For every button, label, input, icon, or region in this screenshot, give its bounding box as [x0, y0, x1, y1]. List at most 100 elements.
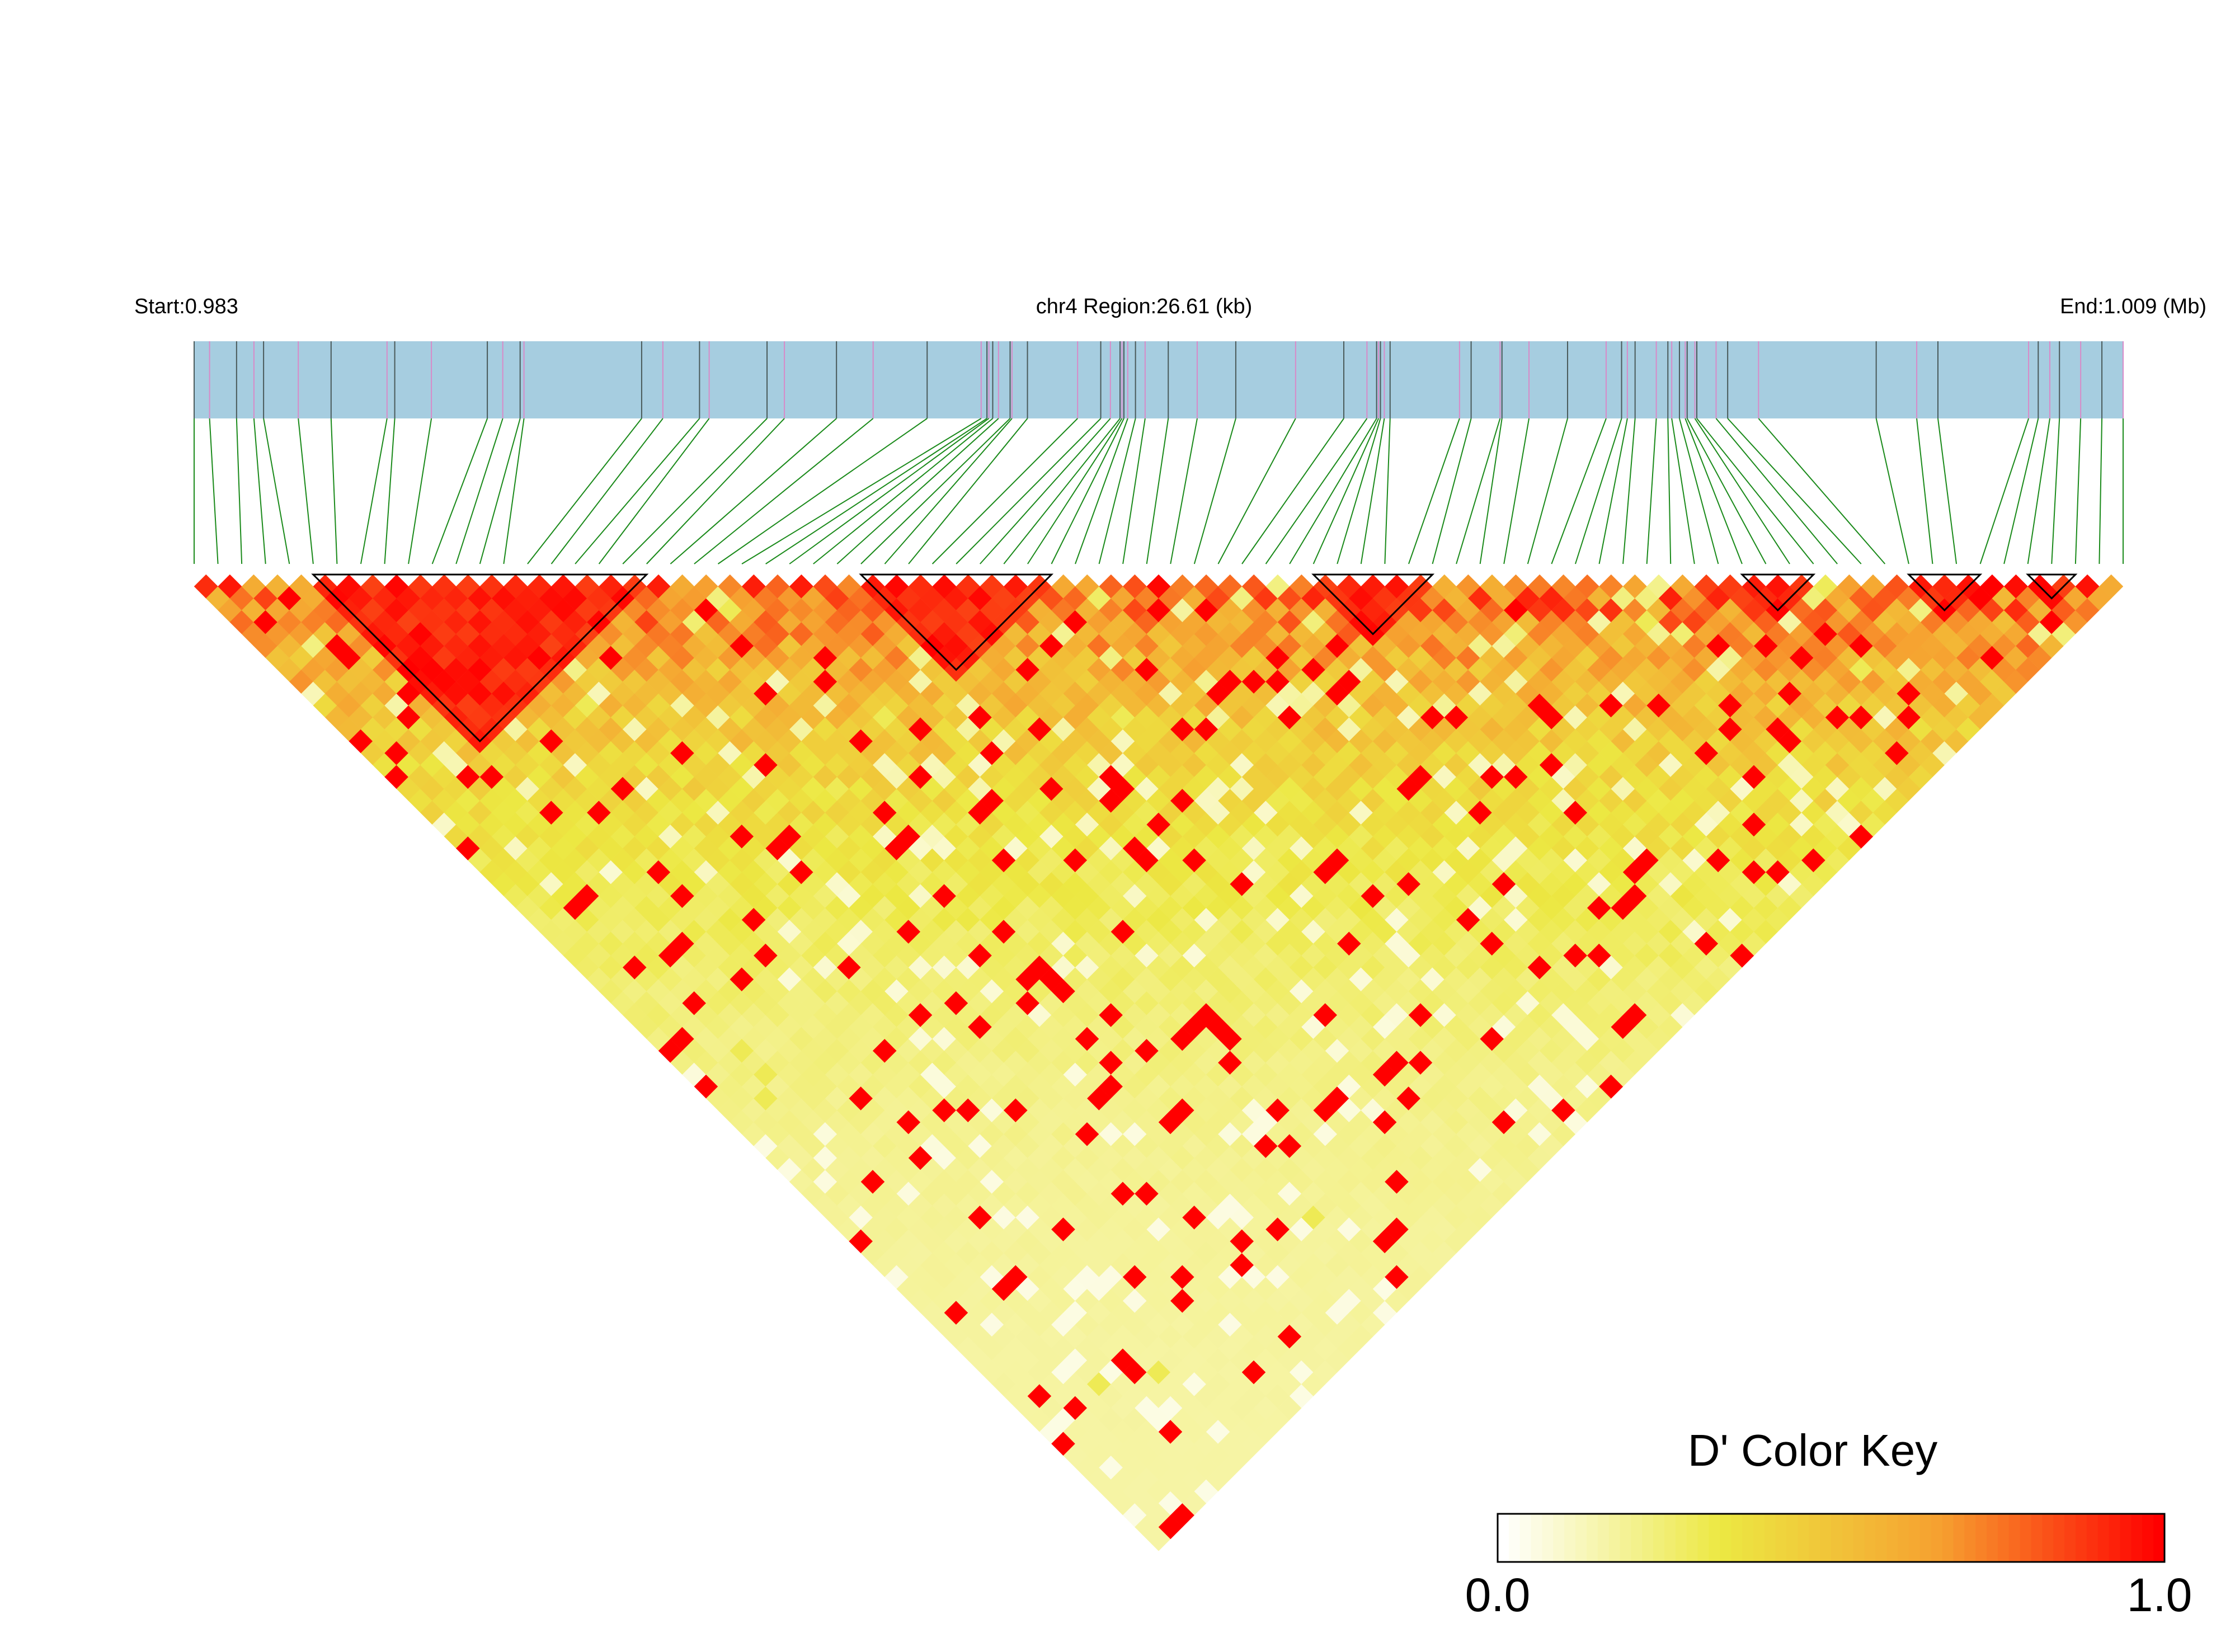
- color-key-swatch: [2097, 1514, 2110, 1562]
- ld-block-outline: [859, 573, 1054, 671]
- color-key-swatch: [1842, 1514, 1854, 1562]
- color-key-min-label: 0.0: [1465, 1569, 1531, 1621]
- snp-connector: [1456, 418, 1501, 564]
- color-key-swatch: [2086, 1514, 2098, 1562]
- snp-connector: [1122, 418, 1146, 564]
- color-key-swatch: [1975, 1514, 1987, 1562]
- snp-connector: [1360, 418, 1385, 564]
- color-key-swatch: [1597, 1514, 1610, 1562]
- snp-connector: [360, 418, 388, 564]
- ld-block-outline: [311, 573, 649, 743]
- snp-connector: [1289, 418, 1377, 564]
- snp-connector: [1027, 418, 1123, 564]
- snp-connector: [575, 418, 700, 564]
- color-key-swatch: [1875, 1514, 1887, 1562]
- snp-connector: [1715, 418, 1838, 564]
- snp-connector: [1671, 418, 1695, 564]
- snp-connector: [1075, 418, 1128, 564]
- snp-connector: [765, 418, 987, 564]
- color-key-swatch: [1631, 1514, 1643, 1562]
- ld-heatmap-cells: [194, 574, 2124, 1551]
- snp-connector: [979, 418, 1111, 564]
- snp-connector: [1694, 418, 1790, 564]
- ld-block-outlines: [311, 573, 2078, 743]
- snp-connector: [1685, 418, 1743, 564]
- region-size-label: chr4 Region:26.61 (kb): [1036, 295, 1253, 318]
- color-key-swatch: [1575, 1514, 1587, 1562]
- color-key-swatch: [2109, 1514, 2121, 1562]
- snp-connector: [479, 418, 521, 564]
- color-key-swatch: [2008, 1514, 2021, 1562]
- color-key-swatch: [2131, 1514, 2143, 1562]
- snp-connector: [527, 418, 642, 564]
- color-key-swatch: [2120, 1514, 2132, 1562]
- color-key-bar: [1497, 1513, 2166, 1563]
- snp-connector: [694, 418, 874, 564]
- ld-block-outline: [1311, 573, 1435, 636]
- snp-connector: [2074, 418, 2082, 564]
- color-key-swatch: [1864, 1514, 1876, 1562]
- snp-connector: [209, 418, 219, 564]
- color-key-swatch: [2042, 1514, 2054, 1562]
- color-key-swatch: [1531, 1514, 1543, 1562]
- snp-connector: [1937, 418, 1958, 564]
- color-key-swatch: [1753, 1514, 1765, 1562]
- snp-connector: [1686, 418, 1767, 564]
- snp-connector: [330, 418, 338, 564]
- color-key-swatch: [1709, 1514, 1720, 1562]
- snp-connectors: [194, 418, 2124, 564]
- color-key-swatch: [1953, 1514, 1965, 1562]
- snp-connector: [1574, 418, 1622, 564]
- color-key-swatch: [1664, 1514, 1676, 1562]
- snp-connector: [1503, 418, 1530, 564]
- snp-connector: [598, 418, 710, 564]
- color-key-swatch: [1697, 1514, 1710, 1562]
- color-key-swatch: [1898, 1514, 1909, 1562]
- color-key-swatch: [2020, 1514, 2032, 1562]
- snp-connector: [1916, 418, 1933, 564]
- snp-connector: [1312, 418, 1379, 564]
- snp-connector: [1384, 418, 1391, 564]
- color-key-swatch: [1720, 1514, 1731, 1562]
- color-key-swatch: [1686, 1514, 1698, 1562]
- color-key-swatch: [2153, 1514, 2165, 1562]
- region-start-label: Start:0.983: [134, 295, 238, 318]
- snp-connector: [1193, 418, 1236, 564]
- ld-block-outline: [1740, 573, 1816, 611]
- color-key-swatch: [1909, 1514, 1921, 1562]
- color-key-swatch: [1764, 1514, 1776, 1562]
- snp-connector: [431, 418, 488, 564]
- snp-connector: [550, 418, 664, 564]
- snp-connector: [1678, 418, 1719, 564]
- snp-connector: [1265, 418, 1368, 564]
- color-key-swatch: [1798, 1514, 1809, 1562]
- color-key-swatch: [1586, 1514, 1598, 1562]
- region-end-label: End:1.009 (Mb): [2060, 295, 2206, 318]
- snp-connector: [503, 418, 525, 564]
- color-key-swatch: [1931, 1514, 1943, 1562]
- color-key: D' Color Key 0.0 1.0: [1465, 1425, 2192, 1621]
- ld-cell: [2099, 574, 2124, 599]
- color-key-swatch: [2142, 1514, 2154, 1562]
- snp-connector: [1408, 418, 1460, 564]
- snp-connector: [1217, 418, 1296, 564]
- snp-connector: [1667, 418, 1672, 564]
- snp-connector: [253, 418, 266, 564]
- ld-block-outline: [1907, 573, 1983, 611]
- snp-connector: [2051, 418, 2060, 564]
- snp-connector: [956, 418, 1102, 564]
- snp-connector: [2003, 418, 2039, 564]
- ld-block-outline: [2026, 573, 2078, 600]
- color-key-swatch: [1919, 1514, 1932, 1562]
- color-key-border: [1497, 1513, 2166, 1563]
- color-key-swatch: [1608, 1514, 1621, 1562]
- snp-connector: [860, 418, 1011, 564]
- chromosome-band-rect: [194, 341, 2123, 418]
- snp-connector: [646, 418, 785, 564]
- snp-connector: [884, 418, 1013, 564]
- snp-connector: [236, 418, 243, 564]
- snp-connector: [789, 418, 990, 564]
- snp-connector: [1098, 418, 1136, 564]
- snp-connector: [931, 418, 1078, 564]
